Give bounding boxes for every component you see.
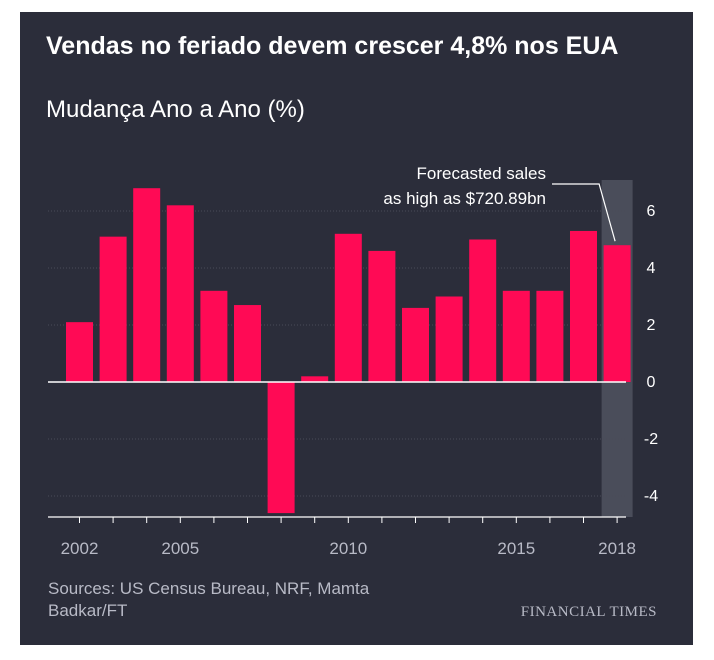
y-tick-label: -2 [644, 431, 658, 448]
x-tick-label: 2015 [497, 539, 535, 558]
bar-2014 [469, 239, 497, 382]
bar-2008 [267, 382, 295, 514]
y-tick-label: 6 [647, 203, 656, 220]
bar-2017 [570, 230, 597, 382]
bar-2012 [402, 307, 429, 382]
bar-2011 [368, 250, 396, 382]
x-tick-label: 2010 [329, 539, 367, 558]
x-tick-label: 2005 [161, 539, 199, 558]
bar-2016 [536, 290, 564, 382]
bar-2004 [133, 188, 161, 382]
x-tick-label: 2002 [61, 539, 99, 558]
chart-card: Vendas no feriado devem crescer 4,8% nos… [20, 12, 693, 645]
source-note: Sources: US Census Bureau, NRF, Mamta Ba… [48, 579, 370, 620]
bar-2002 [66, 322, 93, 382]
y-tick-label: -4 [644, 488, 658, 505]
bar-2009 [301, 376, 329, 382]
y-tick-label: 2 [647, 317, 656, 334]
bar-2010 [334, 233, 362, 382]
bar-2018 [603, 245, 631, 382]
chart-subtitle: Mudança Ano a Ano (%) [46, 96, 305, 123]
bar-2003 [99, 236, 127, 382]
chart-title: Vendas no feriado devem crescer 4,8% nos… [46, 32, 619, 60]
y-tick-label: 0 [647, 374, 656, 391]
y-tick-label: 4 [647, 260, 656, 277]
bar-2006 [200, 290, 228, 382]
bar-chart: -4 -2 0 2 4 6 2002 2005 2010 2015 2018 Forecasted s… [48, 164, 658, 558]
x-tick-label: 2018 [598, 539, 636, 558]
brand-logo: FINANCIAL TIMES [520, 604, 657, 620]
annotation-text: as high as $720.89bn [383, 189, 546, 208]
bar-2015 [502, 290, 530, 382]
bar-2005 [166, 205, 194, 382]
bar-2013 [435, 296, 463, 382]
bar-2007 [234, 305, 261, 382]
annotation-leader-line [552, 183, 616, 242]
annotation-text: Forecasted sales [417, 164, 546, 183]
